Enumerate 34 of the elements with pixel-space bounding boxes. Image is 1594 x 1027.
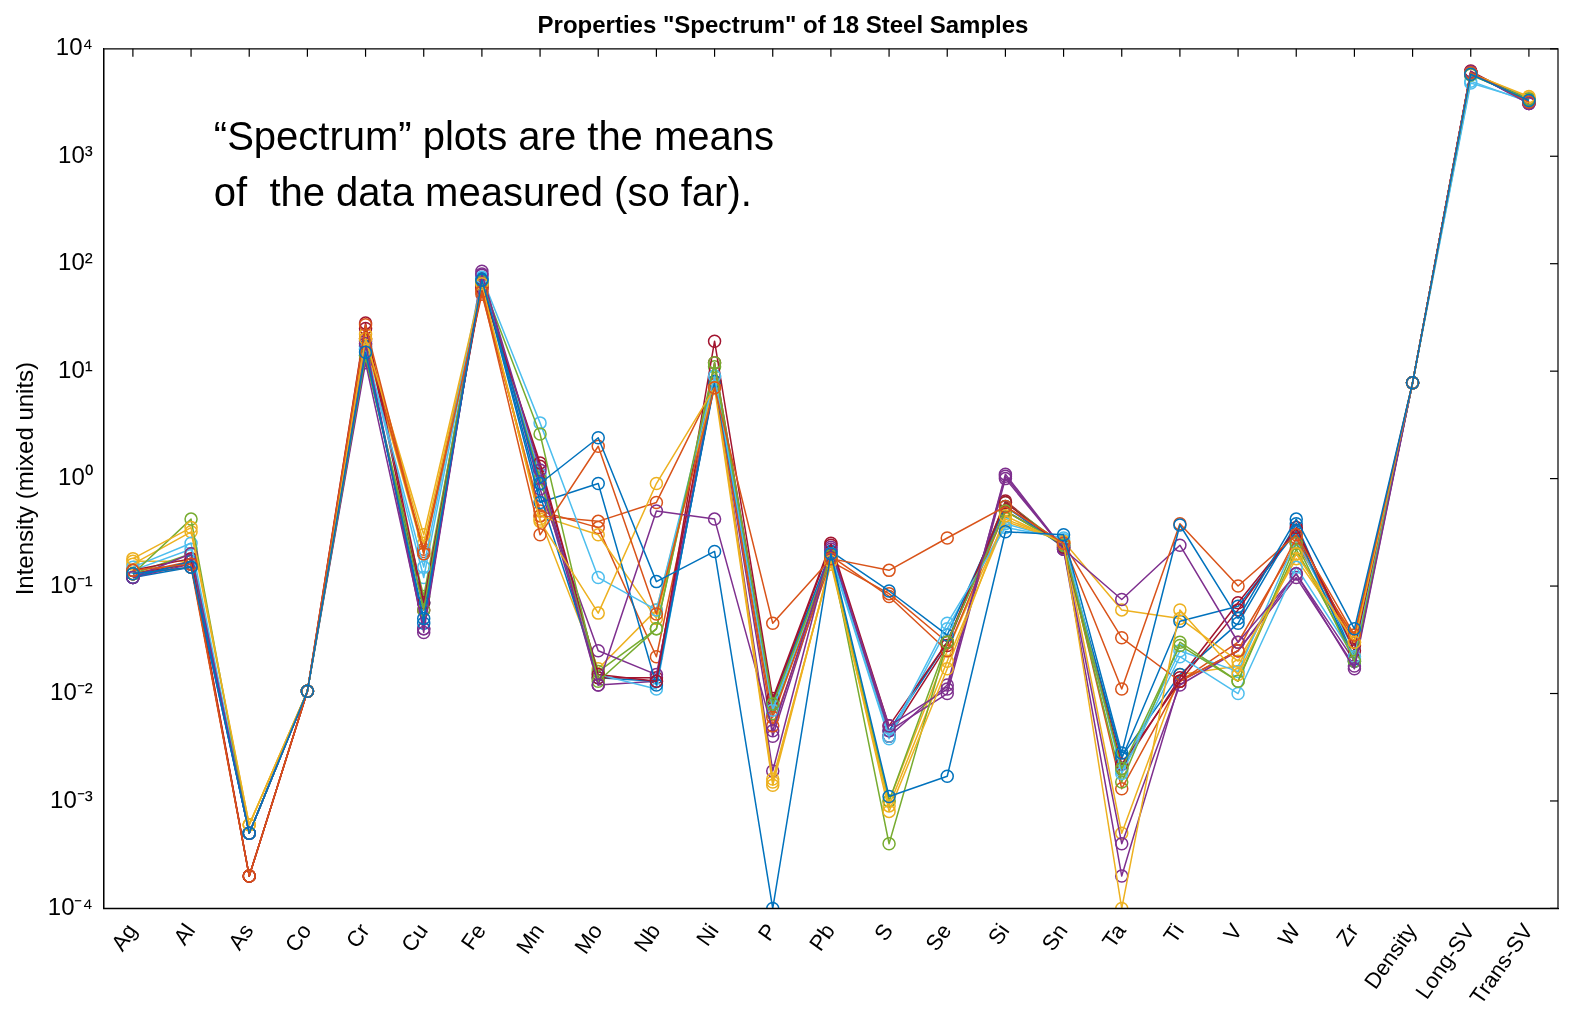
y-tick-label: 10⁻³ bbox=[50, 785, 93, 813]
x-tick-label: Se bbox=[920, 919, 957, 956]
x-tick-label: As bbox=[223, 918, 259, 955]
x-tick-label: Pb bbox=[804, 919, 840, 956]
x-tick-label: Nb bbox=[628, 919, 666, 957]
x-tick-label: Ni bbox=[691, 919, 724, 951]
x-tick-label: Fe bbox=[455, 919, 491, 955]
x-tick-label: Cu bbox=[396, 919, 433, 957]
y-tick-label: 10¹ bbox=[58, 355, 93, 383]
x-tick-label: Zr bbox=[1331, 919, 1364, 951]
chart-title: Properties "Spectrum" of 18 Steel Samples bbox=[537, 11, 1029, 39]
x-tick-label: Ti bbox=[1158, 919, 1189, 948]
x-tick-label: Mo bbox=[569, 919, 608, 959]
y-axis-title: Intensity (mixed units) bbox=[11, 361, 39, 596]
x-tick-label: Co bbox=[279, 919, 317, 957]
x-tick-label: Mn bbox=[511, 919, 550, 959]
y-tick-label: 10⁴ bbox=[55, 33, 93, 61]
y-tick-label: 10⁻¹ bbox=[50, 570, 93, 598]
y-tick-label: 10⁻² bbox=[50, 678, 93, 706]
x-tick-label: Ta bbox=[1097, 918, 1132, 953]
y-tick-label: 10⁰ bbox=[58, 463, 93, 491]
y-tick-label: 10⁻⁴ bbox=[47, 893, 93, 921]
x-tick-label: V bbox=[1218, 918, 1248, 946]
annotation: “Spectrum” plots are the means of the data measured (so far). bbox=[213, 113, 775, 214]
x-tick-label: W bbox=[1272, 918, 1306, 951]
x-tick-label: Cr bbox=[340, 919, 375, 953]
x-tick-label: Sn bbox=[1036, 919, 1073, 956]
x-tick-label: S bbox=[869, 919, 899, 946]
x-tick-label: Si bbox=[982, 919, 1015, 950]
y-tick-label: 10³ bbox=[58, 140, 93, 168]
x-tick-label: P bbox=[752, 919, 782, 946]
x-tick-label: Ag bbox=[106, 919, 142, 956]
y-tick-label: 10² bbox=[58, 248, 93, 276]
x-tick-label: Al bbox=[168, 919, 201, 950]
